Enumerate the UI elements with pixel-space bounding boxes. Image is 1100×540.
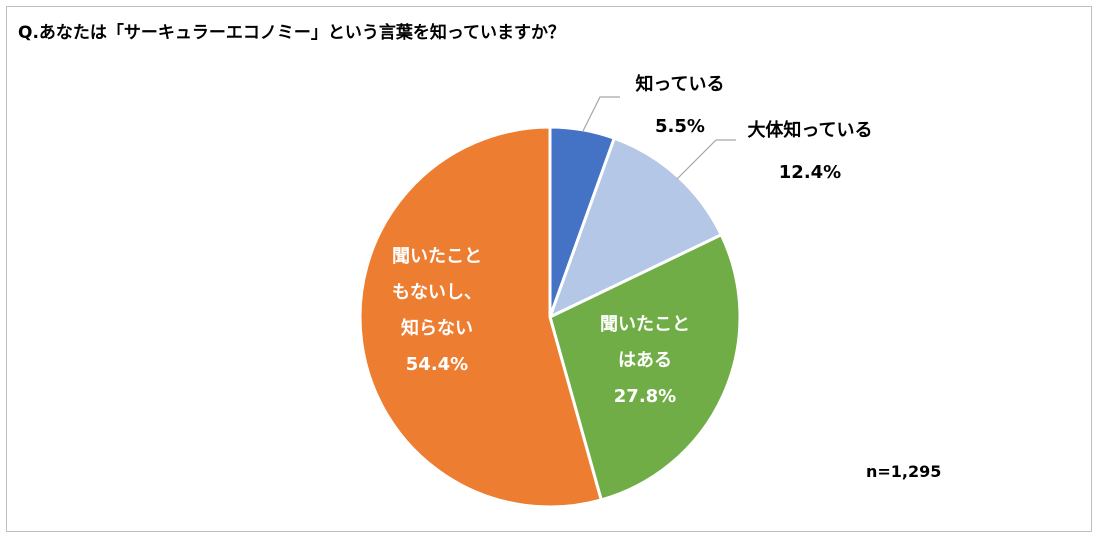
slice-label: 知らない bbox=[401, 317, 473, 339]
slice-label: 大体知っている bbox=[747, 119, 872, 141]
slice-value-label: 12.4% bbox=[779, 162, 841, 183]
slice-label: 聞いたこと bbox=[600, 314, 690, 335]
slice-label: もないし、 bbox=[392, 282, 482, 303]
slice-label: はある bbox=[618, 350, 672, 371]
slice-label: 聞いたこと bbox=[392, 246, 482, 267]
slice-value-label: 27.8% bbox=[614, 386, 676, 407]
pie-slice bbox=[548, 233, 742, 502]
leader-line bbox=[676, 139, 736, 180]
pie-slice bbox=[358, 125, 603, 509]
slice-value-label: 5.5% bbox=[655, 116, 705, 137]
sample-size-note: n=1,295 bbox=[866, 462, 942, 481]
chart-title: Q.あなたは「サーキュラーエコノミー」という言葉を知っていますか？ bbox=[18, 23, 566, 43]
leader-line bbox=[582, 96, 620, 132]
slice-label: 知っている bbox=[635, 73, 724, 95]
slice-value-label: 54.4% bbox=[406, 354, 468, 375]
pie-slice bbox=[548, 136, 723, 319]
